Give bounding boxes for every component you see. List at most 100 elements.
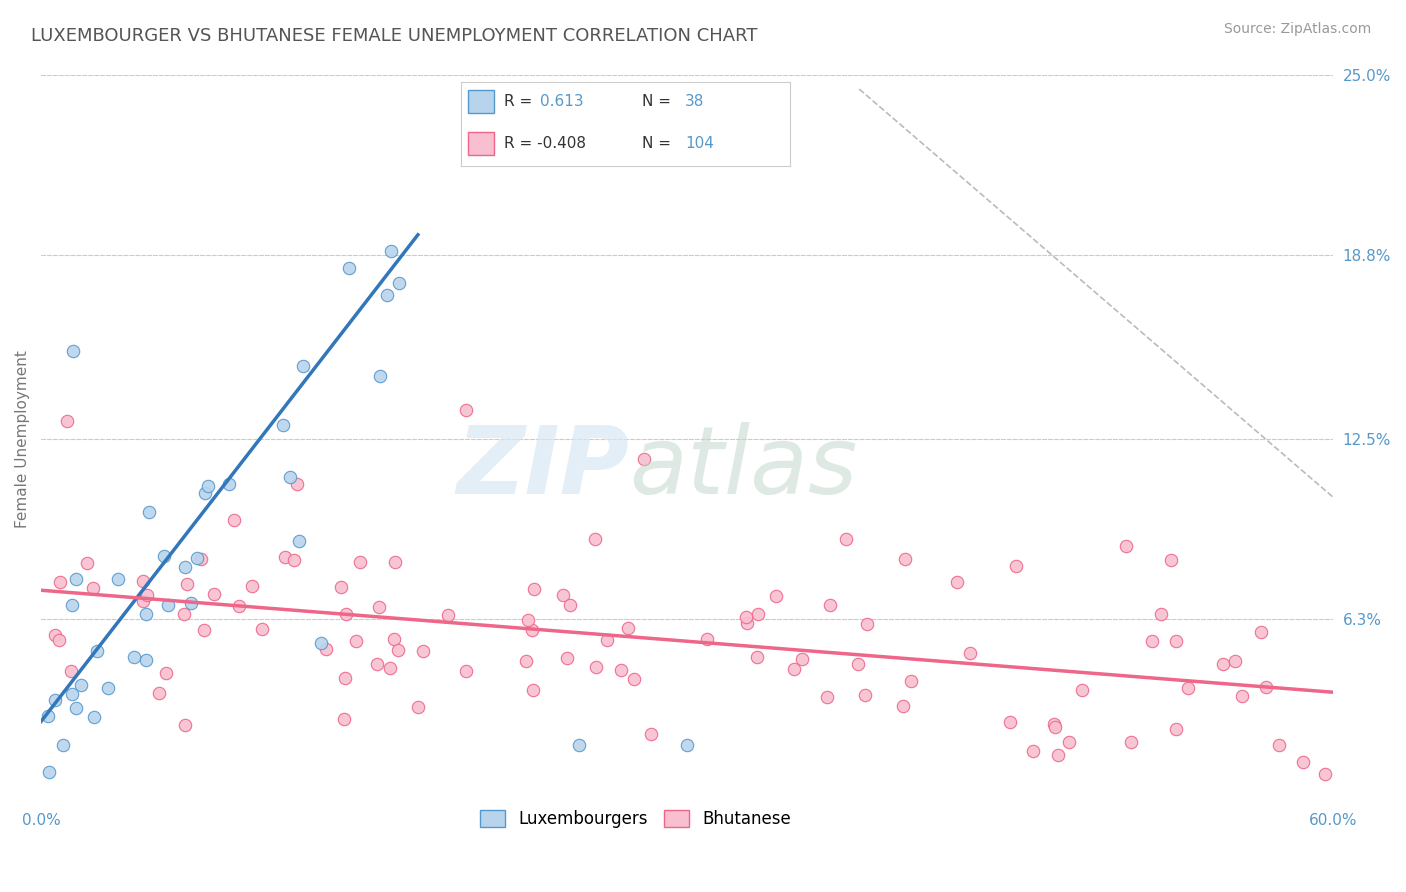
Point (735, 615, 758, 630)
Point (747, 607, 769, 622)
Point (596, 633, 619, 648)
Point (998, 714, 1021, 729)
Point (107, 572, 129, 586)
Point (240, 579, 263, 593)
Point (194, 486, 217, 500)
Point (380, 661, 402, 675)
Point (585, 659, 607, 673)
Point (1223, 655, 1246, 669)
Point (1142, 634, 1164, 648)
Point (44, 692, 66, 706)
Point (560, 599, 582, 613)
Point (349, 555, 371, 569)
Point (553, 588, 575, 602)
Point (48, 632, 70, 647)
Point (380, 244, 402, 258)
Point (173, 607, 195, 622)
Point (344, 633, 367, 648)
Point (153, 549, 176, 564)
Point (1045, 720, 1067, 734)
Point (76, 557, 98, 571)
Text: LUXEMBOURGER VS BHUTANESE FEMALE UNEMPLOYMENT CORRELATION CHART: LUXEMBOURGER VS BHUTANESE FEMALE UNEMPLO… (31, 27, 758, 45)
Point (288, 533, 311, 548)
Point (138, 505, 160, 519)
Point (285, 476, 308, 491)
Point (734, 610, 756, 624)
Point (517, 613, 540, 627)
Point (382, 632, 405, 647)
Point (959, 646, 981, 660)
Point (853, 688, 876, 702)
Point (387, 643, 409, 657)
Point (37, 708, 59, 723)
Point (1057, 735, 1080, 749)
Point (568, 738, 591, 752)
Point (1254, 680, 1277, 694)
Point (1043, 717, 1066, 731)
Point (815, 690, 838, 704)
Point (894, 552, 917, 566)
Point (520, 623, 543, 637)
Text: ZIP: ZIP (456, 422, 628, 514)
Point (412, 644, 434, 658)
Point (274, 549, 297, 564)
Point (583, 533, 606, 547)
Point (1115, 539, 1137, 553)
Point (148, 685, 170, 699)
Point (218, 477, 240, 491)
Point (1071, 683, 1094, 698)
Legend: Luxembourgers, Bhutanese: Luxembourgers, Bhutanese (472, 803, 797, 835)
Point (946, 574, 969, 589)
Point (202, 587, 225, 601)
Point (1046, 748, 1069, 763)
Point (893, 699, 915, 714)
Point (278, 470, 301, 484)
Point (180, 596, 202, 610)
Point (1021, 743, 1043, 757)
Point (135, 607, 157, 621)
Point (86, 643, 108, 657)
Point (309, 636, 332, 650)
Point (437, 608, 460, 623)
Point (375, 288, 398, 302)
Point (60, 665, 83, 679)
Point (176, 576, 198, 591)
Point (173, 718, 195, 732)
Point (70, 678, 93, 692)
Point (1250, 625, 1272, 640)
Point (368, 369, 391, 384)
Point (1164, 722, 1187, 736)
Point (523, 582, 546, 596)
Point (384, 555, 406, 569)
Point (388, 276, 411, 290)
Point (174, 559, 197, 574)
Point (292, 359, 315, 373)
Point (44, 627, 66, 641)
Point (1313, 767, 1336, 781)
Point (283, 553, 305, 567)
Point (132, 574, 155, 589)
Point (62, 344, 84, 359)
Point (60, 598, 83, 612)
Point (83, 709, 105, 723)
Point (856, 617, 879, 632)
Point (1212, 657, 1234, 671)
Point (454, 402, 477, 417)
Point (818, 598, 841, 612)
Point (617, 622, 640, 636)
Point (1160, 553, 1182, 567)
Point (56, 414, 79, 428)
Point (335, 672, 357, 686)
Point (900, 673, 922, 688)
Point (792, 652, 814, 666)
Point (271, 417, 294, 432)
Point (65, 572, 87, 586)
Point (52, 738, 75, 752)
Point (1164, 633, 1187, 648)
Text: Source: ZipAtlas.com: Source: ZipAtlas.com (1223, 22, 1371, 37)
Point (515, 654, 537, 668)
Point (132, 594, 155, 608)
Point (155, 665, 177, 680)
Point (783, 662, 806, 676)
Point (610, 663, 633, 677)
